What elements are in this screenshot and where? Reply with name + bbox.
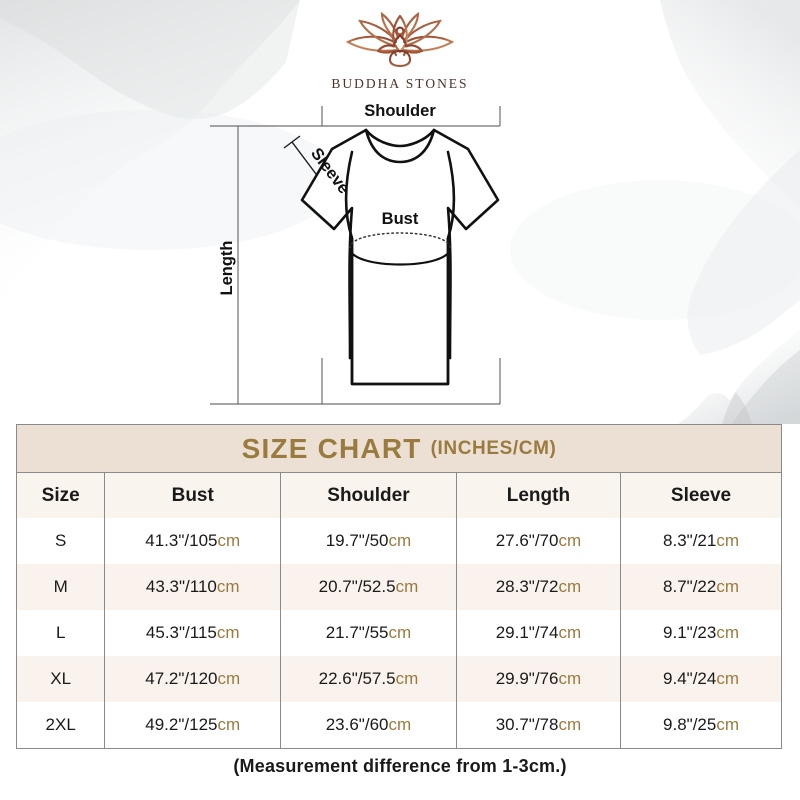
value-inches: 9.1"/23 bbox=[663, 623, 717, 642]
value-unit: cm bbox=[217, 715, 241, 734]
cell-sleeve: 9.8"/25cm bbox=[620, 702, 781, 748]
size-chart-block: SIZE CHART (INCHES/CM) Size Bust Shoulde… bbox=[16, 424, 782, 749]
value-inches: 20.7"/52.5 bbox=[318, 577, 396, 596]
value-unit: cm bbox=[388, 531, 412, 550]
table-row: 2XL 49.2"/125cm 23.6"/60cm 30.7"/78cm 9.… bbox=[17, 702, 781, 748]
cell-size: S bbox=[17, 518, 106, 564]
measurement-disclaimer: (Measurement difference from 1-3cm.) bbox=[233, 756, 567, 776]
value-inches: 27.6"/70 bbox=[495, 531, 559, 550]
value-unit: cm bbox=[716, 531, 740, 550]
value-unit: cm bbox=[716, 623, 740, 642]
value-unit: cm bbox=[216, 623, 240, 642]
size-chart-units: (INCHES/CM) bbox=[430, 437, 557, 459]
value-inches: 29.1"/74 bbox=[495, 623, 559, 642]
value-unit: cm bbox=[716, 577, 740, 596]
cell-sleeve: 8.3"/21cm bbox=[620, 518, 781, 564]
column-header-sleeve: Sleeve bbox=[620, 473, 781, 518]
value-inches: 8.7"/22 bbox=[663, 577, 717, 596]
bust-label: Bust bbox=[382, 210, 419, 228]
value-inches: 23.6"/60 bbox=[325, 715, 389, 734]
value-unit: cm bbox=[388, 715, 412, 734]
value-inches: 41.3"/105 bbox=[145, 531, 218, 550]
cell-shoulder: 22.6"/57.5cm bbox=[280, 656, 457, 702]
value-inches: 49.2"/125 bbox=[145, 715, 218, 734]
value-inches: 21.7"/55 bbox=[325, 623, 389, 642]
cell-size: XL bbox=[17, 656, 106, 702]
column-header-shoulder: Shoulder bbox=[280, 473, 457, 518]
cell-bust: 45.3"/115cm bbox=[104, 610, 282, 656]
value-unit: cm bbox=[716, 715, 740, 734]
cell-sleeve: 9.4"/24cm bbox=[620, 656, 781, 702]
value-inches: 30.7"/78 bbox=[495, 715, 559, 734]
value-unit: cm bbox=[558, 669, 582, 688]
cell-bust: 49.2"/125cm bbox=[104, 702, 282, 748]
cell-length: 29.9"/76cm bbox=[456, 656, 622, 702]
value-unit: cm bbox=[558, 715, 582, 734]
value-inches: 22.6"/57.5 bbox=[318, 669, 396, 688]
value-unit: cm bbox=[217, 531, 241, 550]
cell-size: 2XL bbox=[17, 702, 106, 748]
cell-bust: 41.3"/105cm bbox=[104, 518, 282, 564]
brand-name: BUDDHA STONES bbox=[331, 76, 469, 91]
lotus-meditation-logo-icon bbox=[345, 12, 455, 68]
value-unit: cm bbox=[395, 577, 419, 596]
cell-size: M bbox=[17, 564, 106, 610]
value-inches: 29.9"/76 bbox=[495, 669, 559, 688]
value-inches: 43.3"/110 bbox=[145, 577, 217, 596]
column-header-length: Length bbox=[456, 473, 622, 518]
cell-length: 30.7"/78cm bbox=[456, 702, 622, 748]
value-inches: 9.4"/24 bbox=[663, 669, 717, 688]
brand-header: BUDDHA STONES bbox=[0, 12, 800, 92]
table-row: XL 47.2"/120cm 22.6"/57.5cm 29.9"/76cm 9… bbox=[17, 656, 781, 702]
cell-length: 27.6"/70cm bbox=[456, 518, 622, 564]
cell-bust: 47.2"/120cm bbox=[104, 656, 282, 702]
tshirt-measurement-diagram: Shoulder Bust Length Sleeve bbox=[210, 102, 501, 405]
cell-shoulder: 19.7"/50cm bbox=[280, 518, 457, 564]
value-unit: cm bbox=[558, 623, 582, 642]
cell-length: 28.3"/72cm bbox=[456, 564, 622, 610]
table-row: L 45.3"/115cm 21.7"/55cm 29.1"/74cm 9.1"… bbox=[17, 610, 781, 656]
cell-size: L bbox=[17, 610, 106, 656]
value-inches: 47.2"/120 bbox=[145, 669, 218, 688]
value-inches: 19.7"/50 bbox=[325, 531, 389, 550]
cell-shoulder: 23.6"/60cm bbox=[280, 702, 457, 748]
value-unit: cm bbox=[216, 577, 240, 596]
size-chart-title: SIZE CHART bbox=[241, 432, 422, 464]
size-chart-table: Size Bust Shoulder Length Sleeve S 41.3"… bbox=[17, 473, 781, 748]
cell-shoulder: 20.7"/52.5cm bbox=[280, 564, 457, 610]
cell-bust: 43.3"/110cm bbox=[104, 564, 282, 610]
column-header-size: Size bbox=[17, 473, 106, 518]
value-inches: 28.3"/72 bbox=[495, 577, 559, 596]
value-unit: cm bbox=[388, 623, 412, 642]
value-unit: cm bbox=[716, 669, 740, 688]
cell-shoulder: 21.7"/55cm bbox=[280, 610, 457, 656]
cell-length: 29.1"/74cm bbox=[456, 610, 622, 656]
table-header-row: Size Bust Shoulder Length Sleeve bbox=[17, 473, 781, 518]
value-unit: cm bbox=[395, 669, 419, 688]
value-inches: 45.3"/115 bbox=[145, 623, 217, 642]
length-label: Length bbox=[218, 241, 236, 296]
value-inches: 9.8"/25 bbox=[663, 715, 717, 734]
value-unit: cm bbox=[558, 531, 582, 550]
size-chart-title-bar: SIZE CHART (INCHES/CM) bbox=[17, 425, 781, 473]
shoulder-label: Shoulder bbox=[364, 102, 436, 120]
cell-sleeve: 9.1"/23cm bbox=[620, 610, 781, 656]
value-inches: 8.3"/21 bbox=[663, 531, 717, 550]
column-header-bust: Bust bbox=[104, 473, 282, 518]
table-row: M 43.3"/110cm 20.7"/52.5cm 28.3"/72cm 8.… bbox=[17, 564, 781, 610]
value-unit: cm bbox=[217, 669, 241, 688]
value-unit: cm bbox=[558, 577, 582, 596]
cell-sleeve: 8.7"/22cm bbox=[620, 564, 781, 610]
table-row: S 41.3"/105cm 19.7"/50cm 27.6"/70cm 8.3"… bbox=[17, 518, 781, 564]
